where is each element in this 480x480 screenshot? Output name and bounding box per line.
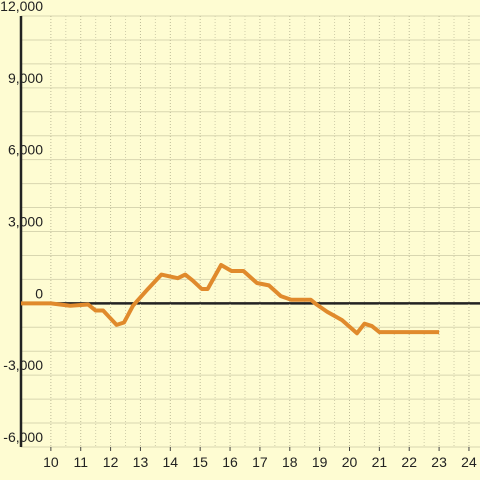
y-tick-label: 6,000	[8, 142, 43, 158]
x-tick-label: 14	[163, 454, 179, 470]
x-tick-label: 15	[192, 454, 208, 470]
x-tick-label: 11	[73, 454, 88, 470]
x-tick-label: 22	[401, 454, 417, 470]
y-tick-label: -6,000	[3, 429, 43, 445]
x-tick-label: 24	[461, 454, 477, 470]
y-tick-label: 12,000	[0, 0, 43, 14]
x-tick-label: 12	[103, 454, 119, 470]
x-tick-label: 18	[282, 454, 298, 470]
data-line	[21, 263, 440, 336]
x-tick-label: 10	[43, 454, 59, 470]
x-tick-label: 23	[431, 454, 447, 470]
x-tick-label: 13	[133, 454, 149, 470]
x-tick-label: 21	[372, 454, 388, 470]
y-tick-label: 3,000	[8, 214, 43, 230]
x-tick-label: 19	[312, 454, 328, 470]
x-tick-label: 16	[222, 454, 238, 470]
y-tick-label: -3,000	[3, 357, 43, 373]
x-tick-label: 17	[252, 454, 268, 470]
y-tick-label: 9,000	[8, 70, 43, 86]
x-tick-label: 20	[342, 454, 358, 470]
y-tick-label: 0	[35, 285, 43, 301]
